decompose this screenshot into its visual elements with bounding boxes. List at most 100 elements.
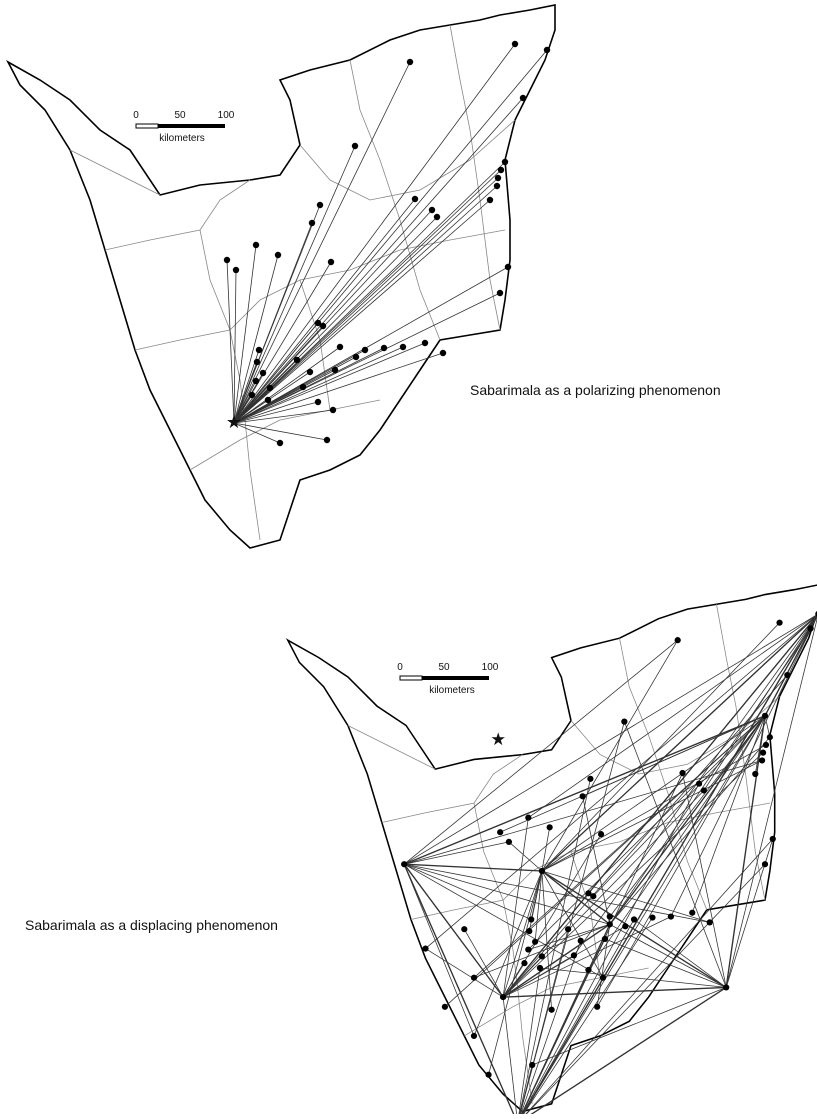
district-boundaries xyxy=(70,25,515,540)
flow-line xyxy=(234,178,498,423)
place-dot xyxy=(401,861,407,867)
flow-line xyxy=(634,920,726,988)
place-dot xyxy=(565,926,571,932)
place-dot xyxy=(275,252,281,258)
flow-line xyxy=(234,423,327,440)
place-dot xyxy=(309,220,315,226)
place-dot xyxy=(598,831,604,837)
place-dot xyxy=(498,167,504,173)
place-dot xyxy=(679,770,685,776)
flow-line xyxy=(404,614,817,864)
place-dot xyxy=(461,926,467,932)
place-dot xyxy=(307,369,313,375)
place-dot xyxy=(520,95,526,101)
place-dot xyxy=(571,952,577,958)
place-dot xyxy=(471,1033,477,1039)
flow-line xyxy=(426,949,504,998)
place-dot xyxy=(332,367,338,373)
place-dot xyxy=(770,836,776,842)
place-dot xyxy=(529,1062,535,1068)
place-dot xyxy=(254,359,260,365)
place-dot xyxy=(602,936,608,942)
place-dot xyxy=(400,344,406,350)
place-dot xyxy=(590,893,596,899)
place-dot xyxy=(429,207,435,213)
place-dot xyxy=(434,214,440,220)
place-dot xyxy=(532,939,538,945)
place-dot xyxy=(752,771,758,777)
place-dot xyxy=(578,938,584,944)
flow-line xyxy=(234,44,515,423)
flow-line xyxy=(404,842,509,864)
flow-line xyxy=(542,640,678,871)
place-dot xyxy=(689,910,695,916)
place-dot xyxy=(487,197,493,203)
flow-line xyxy=(234,293,500,423)
place-dot xyxy=(330,407,336,413)
place-dot xyxy=(763,742,769,748)
place-dot xyxy=(442,1004,448,1010)
place-dot xyxy=(315,399,321,405)
place-dot xyxy=(352,143,358,149)
place-dot xyxy=(224,257,230,263)
place-dot xyxy=(249,392,255,398)
scale-unit: kilometers xyxy=(429,685,475,696)
place-dot xyxy=(328,259,334,265)
place-dot xyxy=(381,345,387,351)
flow-line xyxy=(227,260,234,423)
scale-tick: 50 xyxy=(174,110,186,121)
place-dot xyxy=(696,781,702,787)
place-dot xyxy=(362,347,368,353)
flow-line xyxy=(234,267,508,423)
scale-tick: 100 xyxy=(218,110,235,121)
place-dot xyxy=(668,913,674,919)
place-dot xyxy=(621,719,627,725)
flow-line xyxy=(464,929,503,997)
place-dot xyxy=(485,1072,491,1078)
place-dot xyxy=(512,41,518,47)
place-dot xyxy=(675,637,681,643)
place-dot xyxy=(253,378,259,384)
place-dot xyxy=(526,928,532,934)
place-dot xyxy=(502,159,508,165)
flow-line xyxy=(605,939,726,988)
place-dot xyxy=(548,1007,554,1013)
place-dot xyxy=(253,242,259,248)
place-dot xyxy=(412,196,418,202)
place-dot xyxy=(440,350,446,356)
place-dot xyxy=(585,967,591,973)
place-dot xyxy=(521,960,527,966)
place-dot xyxy=(265,397,271,403)
place-dot xyxy=(505,264,511,270)
place-dot xyxy=(622,923,628,929)
place-dot xyxy=(784,672,790,678)
place-dot xyxy=(294,357,300,363)
place-dot xyxy=(807,625,813,631)
place-dot xyxy=(762,713,768,719)
scale-bar: 0 50 100 kilometers xyxy=(397,662,499,696)
flow-line xyxy=(404,716,765,864)
place-dot xyxy=(233,267,239,273)
flow-line xyxy=(503,614,817,997)
flow-line xyxy=(503,675,787,997)
place-dot xyxy=(320,323,326,329)
place-dot xyxy=(353,354,359,360)
map-caption: Sabarimala as a polarizing phenomenon xyxy=(470,382,721,398)
place-dot xyxy=(631,916,637,922)
scale-unit: kilometers xyxy=(159,133,205,144)
place-dot xyxy=(707,919,713,925)
place-dot xyxy=(528,916,534,922)
place-dot xyxy=(587,776,593,782)
scale-tick: 100 xyxy=(482,662,499,673)
place-dot xyxy=(300,384,306,390)
place-dot xyxy=(759,757,765,763)
flow-line xyxy=(583,716,765,797)
flow-line xyxy=(528,716,765,950)
flow-line xyxy=(509,842,542,871)
flow-line xyxy=(234,62,410,423)
place-dot xyxy=(337,344,343,350)
region-outline xyxy=(288,585,817,1112)
star-marker: ★ xyxy=(490,729,506,749)
place-dot xyxy=(607,921,613,927)
place-dot xyxy=(600,975,606,981)
